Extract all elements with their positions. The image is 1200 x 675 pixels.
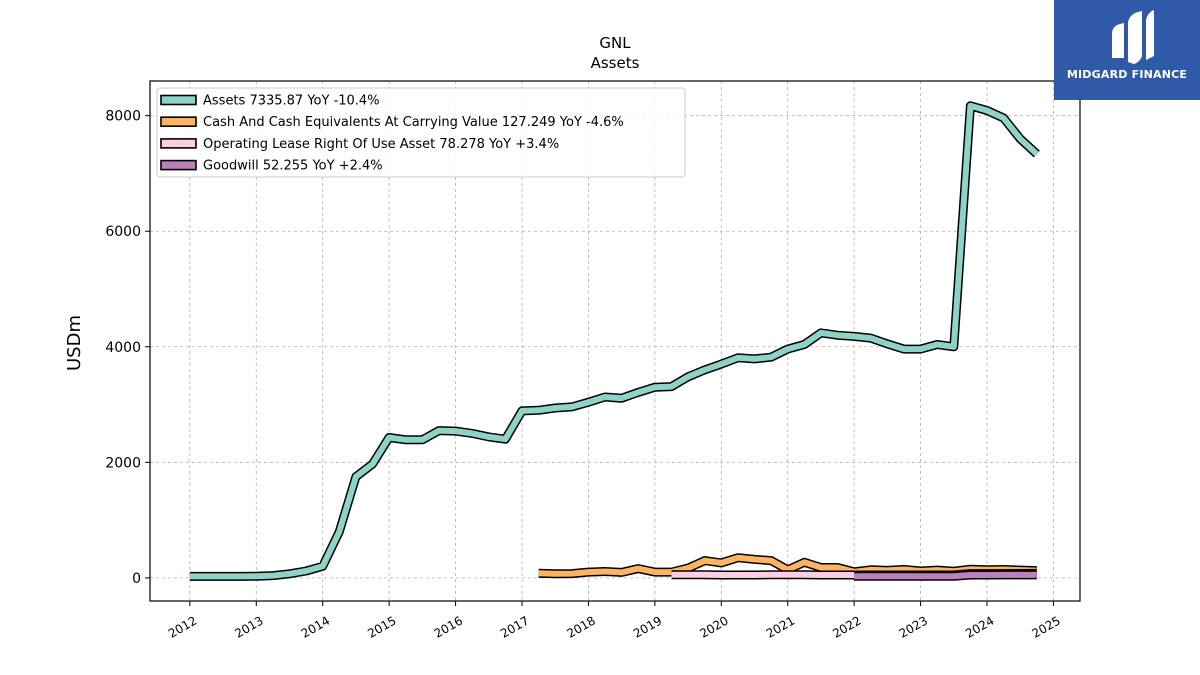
y-tick-label: 0 (132, 571, 141, 587)
x-tick-label: 2021 (764, 613, 797, 640)
x-tick-label: 2012 (166, 613, 199, 640)
chart-title: GNL (599, 34, 631, 52)
logo-text: MIDGARD FINANCE (1066, 68, 1188, 81)
legend-label: Goodwill 52.255 YoY +2.4% (203, 159, 383, 174)
x-tick-label: 2019 (631, 613, 664, 640)
x-tick-label: 2022 (830, 613, 863, 640)
y-axis-label: USDm (64, 315, 85, 371)
legend-swatch (160, 138, 197, 149)
x-tick-label: 2016 (432, 613, 465, 640)
y-tick-label: 6000 (105, 224, 141, 240)
legend-swatch (160, 159, 197, 171)
series-line-goodwill (854, 571, 1037, 580)
plot-frame (149, 80, 1081, 602)
logo: MIDGARD FINANCE (1054, 0, 1200, 100)
x-tick-label: 2013 (232, 613, 265, 640)
x-tick-label: 2020 (697, 613, 730, 640)
legend-label: Operating Lease Right Of Use Asset 78.27… (203, 137, 559, 152)
x-tick-label: 2025 (1029, 613, 1062, 640)
axis-ticks: 2012 2013 2014 2015 2016 2017 2018 2019 2020 2021… (105, 109, 1063, 641)
x-tick-label: 2023 (897, 613, 930, 640)
y-tick-label: 2000 (105, 455, 141, 471)
x-tick-label: 2014 (299, 613, 332, 640)
legend-swatch (160, 116, 197, 127)
y-tick-label: 8000 (105, 109, 141, 125)
legend-label: Assets 7335.87 YoY -10.4% (203, 94, 380, 109)
logo-mark-icon (1112, 10, 1154, 64)
x-tick-label: 2018 (564, 613, 597, 640)
series-layer (189, 101, 1040, 581)
y-tick-label: 4000 (105, 340, 141, 356)
legend-swatch (160, 94, 197, 106)
legend-label: Cash And Cash Equivalents At Carrying Va… (203, 115, 624, 130)
legend: Assets 7335.87 YoY -10.4% Cash And Cash E… (156, 87, 686, 178)
x-tick-label: 2015 (365, 613, 398, 640)
chart-subtitle: Assets (591, 54, 640, 72)
x-tick-label: 2024 (963, 613, 996, 640)
legend-box (156, 87, 686, 178)
x-tick-label: 2017 (498, 613, 531, 640)
series-line-assets (189, 102, 1039, 580)
